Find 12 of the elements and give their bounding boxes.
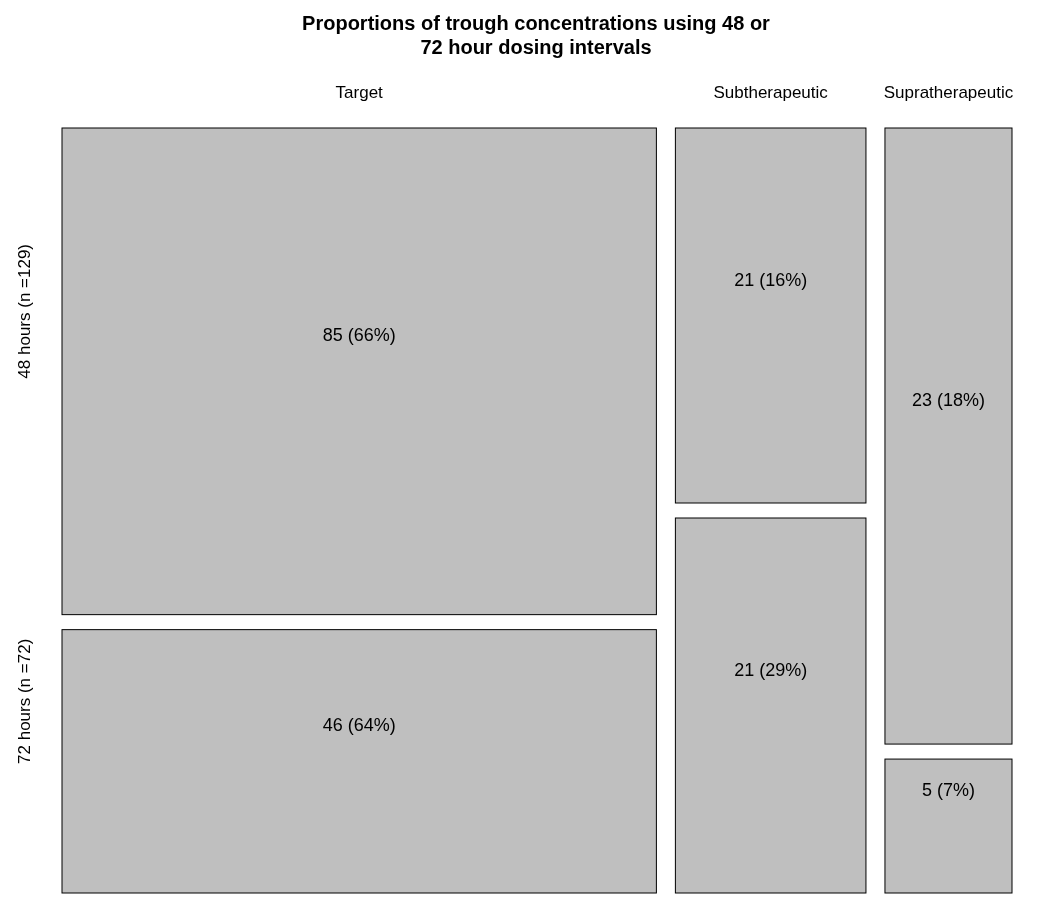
category-label: Target: [335, 83, 384, 102]
category-label: Subtherapeutic: [713, 83, 829, 102]
text: Proportions of trough concentrations using 48 or 72 hour dosing intervals: [302, 12, 771, 58]
data-label: 5 (7%): [921, 780, 975, 801]
text: 48 hours (n =129): [15, 243, 34, 379]
data-label: 21 (29%): [734, 659, 808, 680]
data-label: 23 (18%): [911, 390, 985, 411]
data-label: 85 (66%): [322, 325, 396, 346]
text: 72 hours (n =72): [15, 638, 34, 764]
data-label: 21 (16%): [734, 269, 808, 290]
category-label: Supratherapeutic: [883, 83, 1014, 102]
data-label: 46 (64%): [322, 715, 396, 736]
